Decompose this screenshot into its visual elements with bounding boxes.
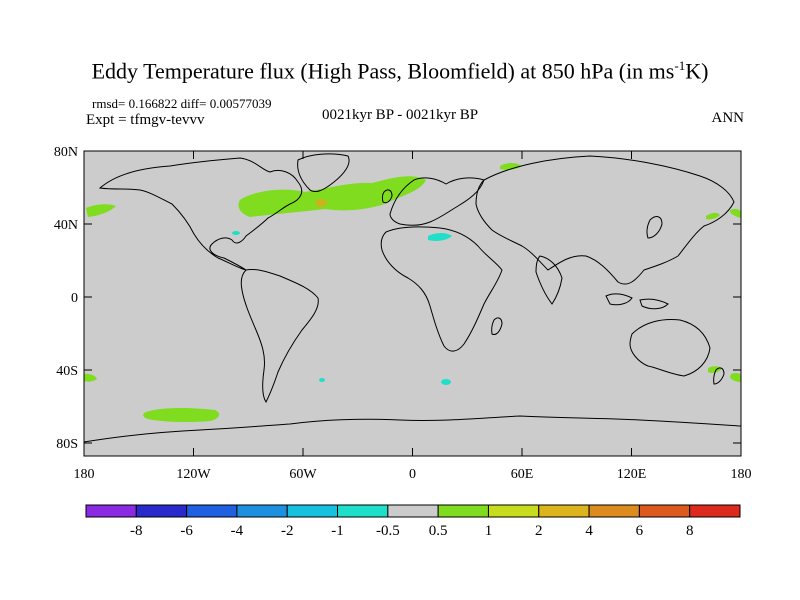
- colorbar-swatch: [588, 504, 640, 518]
- colorbar-label: -6: [180, 523, 193, 539]
- negative-anomaly-patches: [232, 231, 452, 385]
- colorbar-label: 1: [485, 523, 493, 539]
- mediterranean-patch: [428, 233, 452, 241]
- colorbar-label: -8: [130, 523, 143, 539]
- x-tick-label: 180: [731, 467, 752, 482]
- plot-title: Eddy Temperature flux (High Pass, Bloomf…: [91, 58, 709, 84]
- stats-text: rmsd= 0.166822 diff= 0.00577039: [92, 96, 272, 111]
- axis-ticks: [83, 150, 742, 456]
- new-guinea-coast: [639, 298, 669, 310]
- colorbar-swatch: [437, 504, 489, 518]
- colorbar-label: -0.5: [376, 523, 400, 539]
- colorbar-swatch: [638, 504, 691, 518]
- india-coast: [535, 255, 563, 305]
- x-tick-label: 120E: [617, 467, 647, 482]
- south-america-coast: [240, 269, 319, 403]
- x-tick-labels: 180 120W 60W 0 60E 120E 180: [74, 467, 752, 482]
- colorbar-swatch: [337, 504, 389, 518]
- colorbar-label: 4: [585, 523, 593, 539]
- x-tick-label: 60E: [511, 467, 534, 482]
- period-label: 0021kyr BP - 0021kyr BP: [321, 107, 479, 123]
- coastlines: [83, 153, 742, 443]
- europe-coast: [389, 177, 485, 226]
- north-atlantic-core: [315, 199, 327, 207]
- y-tick-label: 80N: [54, 145, 78, 160]
- colorbar: -8 -6 -4 -2 -1 -0.5 0.5 1 2 4 6 8: [85, 504, 741, 539]
- x-tick-label: 0: [409, 467, 416, 482]
- colorbar-swatch: [85, 504, 137, 518]
- north-pacific-west-patch: [86, 204, 116, 217]
- colorbar-swatch: [689, 504, 741, 518]
- arctic-patch: [500, 163, 522, 170]
- x-tick-label: 60W: [289, 467, 317, 482]
- madagascar-coast: [491, 317, 503, 335]
- colorbar-swatch: [538, 504, 590, 518]
- indonesia-coast: [605, 293, 633, 306]
- colorbar-swatch: [186, 504, 238, 518]
- x-tick-label: 120W: [176, 467, 211, 482]
- colorbar-label: 6: [636, 523, 644, 539]
- colorbar-label: 2: [535, 523, 543, 539]
- new-zealand-coast: [713, 367, 725, 385]
- colorbar-swatch: [286, 504, 339, 518]
- y-tick-label: 0: [71, 291, 78, 306]
- colorbar-label: -2: [281, 523, 294, 539]
- australia-coast: [629, 319, 711, 377]
- colorbar-label: -4: [231, 523, 244, 539]
- gulf-patch: [232, 231, 240, 235]
- x-tick-label: 180: [74, 467, 95, 482]
- antarctica-coast: [83, 415, 742, 443]
- colorbar-swatch: [236, 504, 288, 518]
- colorbar-label: 8: [686, 523, 694, 539]
- y-tick-label: 40N: [54, 218, 78, 233]
- y-tick-label: 40S: [56, 364, 78, 379]
- pacific-edge-patch: [730, 208, 741, 218]
- colorbar-swatch: [135, 504, 188, 518]
- uk-coast: [381, 189, 393, 204]
- experiment-label: Expt = tfmgv-tevvv: [86, 112, 205, 128]
- south-pacific-west-patch: [84, 373, 97, 382]
- colorbar-swatch: [487, 504, 540, 518]
- y-tick-labels: 80N 40N 0 40S 80S: [54, 145, 78, 452]
- season-label: ANN: [711, 110, 745, 126]
- colorbar-label: -1: [331, 523, 344, 539]
- colorbar-swatch: [387, 504, 439, 518]
- southern-pacific-patch: [143, 408, 220, 423]
- north-america-coast: [98, 157, 303, 271]
- south-atlantic-west-patch: [319, 378, 325, 382]
- greenland-coast: [297, 153, 350, 193]
- map-background: [84, 151, 741, 456]
- asia-coast: [475, 155, 735, 285]
- south-pacific-east-patch: [730, 372, 741, 382]
- y-tick-label: 80S: [56, 437, 78, 452]
- japan-coast: [646, 216, 663, 239]
- colorbar-label: 0.5: [429, 523, 448, 539]
- africa-coast: [380, 226, 503, 352]
- north-pacific-east-patch: [706, 212, 720, 220]
- south-atlantic-patch: [441, 379, 451, 385]
